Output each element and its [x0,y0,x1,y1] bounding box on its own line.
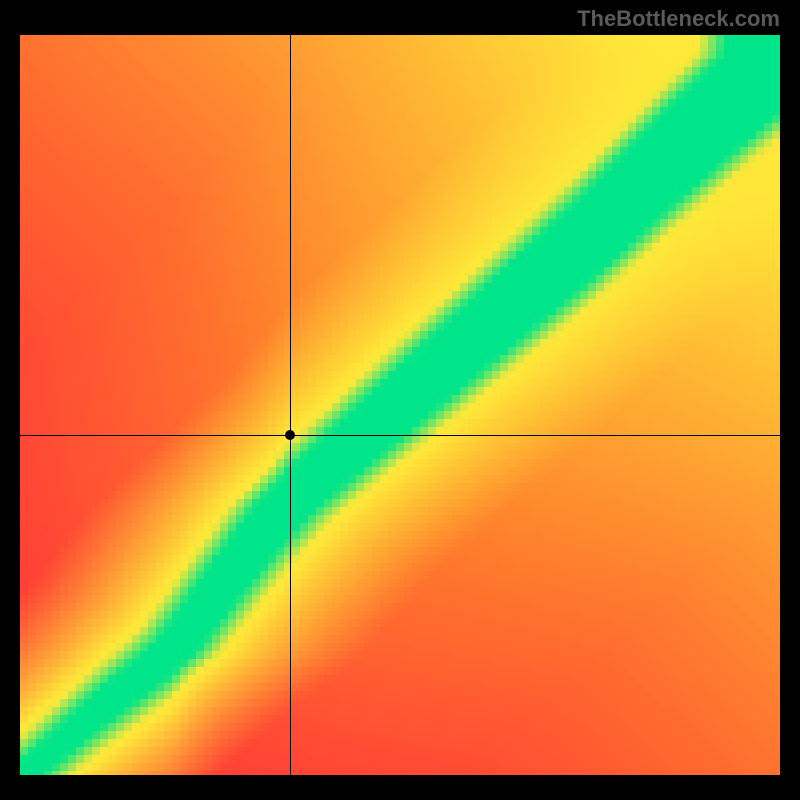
crosshair-marker [285,430,295,440]
heatmap-canvas [20,35,780,775]
watermark-text: TheBottleneck.com [577,6,780,32]
chart-container: TheBottleneck.com [0,0,800,800]
crosshair-vertical [290,35,291,775]
plot-area [20,35,780,775]
crosshair-horizontal [20,435,780,436]
